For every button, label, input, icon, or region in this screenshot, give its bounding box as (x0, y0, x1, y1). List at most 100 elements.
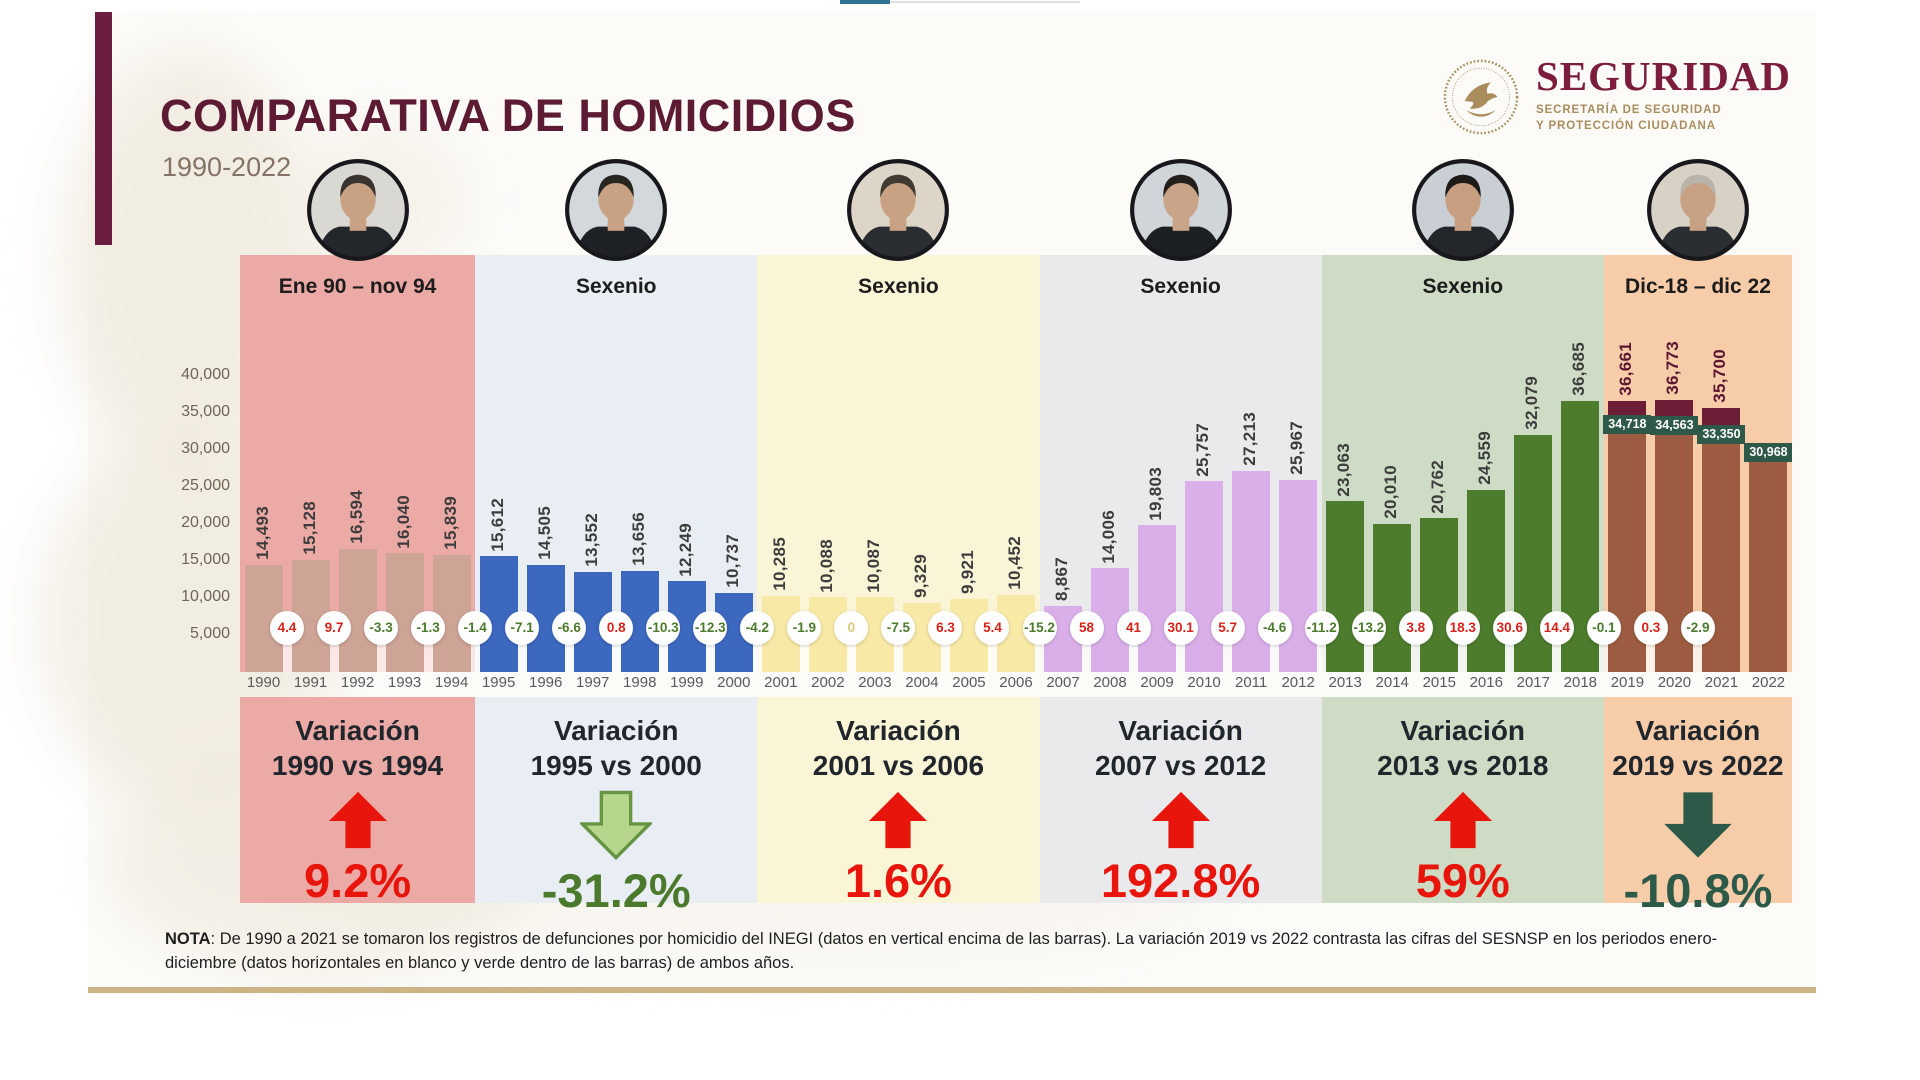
bottom-gold-rule (88, 987, 1816, 993)
yoy-badge-2012: -4.6 (1257, 611, 1292, 645)
yoy-badge-2001: -4.2 (740, 611, 775, 645)
panel-zedillo-period-label: Sexenio (575, 275, 657, 298)
y-tick-25000: 25,000 (181, 477, 230, 494)
yoy-badge-2007: -15.2 (1022, 611, 1057, 645)
year-label-2009: 2009 (1140, 674, 1174, 691)
badge-stem-2000 (705, 643, 715, 672)
variation-panel-amlo: Variación 2019 vs 2022 -10.8% (1603, 697, 1792, 917)
yoy-badge-2008: 58 (1069, 611, 1104, 645)
variation-range-pena-nieto: 2013 vs 2018 (1377, 750, 1549, 781)
yoy-badge-2004: -7.5 (881, 611, 916, 645)
president-photo-zedillo (564, 158, 668, 262)
slide: COMPARATIVA DE HOMICIDIOS 1990-2022 SEGU… (38, 12, 1816, 995)
year-label-2007: 2007 (1046, 674, 1080, 691)
variation-value-salinas: 9.2% (304, 854, 412, 907)
variation-arrow-down-icon-zedillo (578, 789, 655, 861)
variation-range-salinas: 1990 vs 1994 (271, 750, 444, 781)
bar-value-1994: 15,839 (440, 496, 460, 550)
variation-value-amlo: -10.8% (1623, 864, 1773, 917)
bar-value-2002: 10,088 (816, 538, 836, 593)
year-label-2022: 2022 (1751, 674, 1786, 691)
bar-value-1995: 15,612 (487, 497, 507, 552)
year-label-2017: 2017 (1516, 674, 1550, 691)
variation-arrow-up-icon-pena-nieto (1432, 789, 1494, 851)
bar-value-2014: 20,010 (1381, 465, 1401, 519)
year-label-2004: 2004 (905, 674, 939, 691)
badge-stem-2010 (1176, 643, 1186, 672)
yoy-badge-1994: -1.3 (411, 611, 446, 645)
bar-value-1999: 12,249 (675, 522, 695, 577)
badge-stem-1991 (282, 643, 292, 672)
badge-stem-2003 (846, 643, 856, 672)
bar-sesnsp-2022 (1749, 442, 1788, 672)
y-tick-35000: 35,000 (181, 403, 230, 420)
bar-2014 (1373, 523, 1412, 672)
mexico-seal-icon (1440, 56, 1522, 138)
year-label-1994: 1994 (434, 674, 469, 691)
bar-2016 (1467, 490, 1506, 672)
year-label-2021: 2021 (1704, 674, 1739, 691)
year-label-1999: 1999 (670, 674, 704, 691)
bar-inegi-cap-2021 (1702, 407, 1741, 426)
bar-value-1998: 13,656 (628, 512, 648, 566)
bar-value-2009: 19,803 (1146, 466, 1166, 521)
variation-panel-zedillo: Variación 1995 vs 2000 -31.2% (475, 697, 758, 917)
year-label-1998: 1998 (623, 674, 657, 691)
variation-heading-zedillo: Variación (553, 715, 679, 746)
bar-2009 (1138, 525, 1177, 672)
badge-stem-1993 (376, 643, 386, 672)
yoy-badge-1993: -3.3 (364, 611, 399, 645)
badge-stem-1997 (564, 643, 574, 672)
badge-stem-2008 (1082, 643, 1092, 672)
year-label-1993: 1993 (387, 674, 422, 691)
bar-value-2004: 9,329 (910, 553, 930, 598)
variation-value-pena-nieto: 59% (1415, 854, 1510, 907)
president-photo-calderon (1129, 158, 1233, 262)
badge-stem-2020 (1646, 643, 1656, 672)
bar-value-2013: 23,063 (1334, 442, 1354, 497)
year-label-1990: 1990 (246, 674, 281, 691)
yoy-badge-2009: 41 (1116, 611, 1151, 645)
footnote-label: NOTA (165, 930, 211, 948)
bar-value-2005: 9,921 (957, 549, 977, 594)
badge-stem-1998 (611, 643, 621, 672)
variation-panel-pena-nieto: Variación 2013 vs 2018 59% (1321, 697, 1604, 907)
badge-stem-2007 (1035, 643, 1044, 672)
bar-inegi-cap-2019 (1608, 400, 1647, 416)
bar-sesnsp-value-2022: 30,968 (1744, 442, 1793, 462)
variation-range-amlo: 2019 vs 2022 (1612, 750, 1784, 781)
badge-stem-2014 (1364, 643, 1374, 672)
variation-range-fox: 2001 vs 2006 (812, 750, 985, 781)
yoy-badge-1991: 4.4 (270, 611, 305, 645)
year-label-2008: 2008 (1093, 674, 1127, 691)
panel-pena-nieto-period-label: Sexenio (1422, 275, 1504, 298)
logo-subtitle: SECRETARÍA DE SEGURIDAD Y PROTECCIÓN CIU… (1536, 104, 1722, 132)
bar-value-1993: 16,040 (393, 494, 413, 549)
badge-stem-1992 (329, 643, 339, 672)
y-tick-5000: 5,000 (189, 625, 230, 642)
badge-stem-2005 (940, 643, 950, 672)
bar-value-2016: 24,559 (1475, 431, 1495, 486)
bar-sesnsp-value-2021: 33,350 (1697, 425, 1746, 445)
yoy-badge-1995: -1.4 (458, 611, 493, 645)
bar-value-2019: 36,661 (1616, 341, 1636, 396)
badge-stem-2001 (752, 643, 762, 672)
variation-arrow-down-icon-amlo (1662, 789, 1734, 861)
y-tick-30000: 30,000 (181, 440, 230, 457)
yoy-badge-2017: 30.6 (1492, 611, 1527, 645)
year-label-2019: 2019 (1610, 674, 1645, 691)
bar-value-2001: 10,285 (769, 537, 789, 591)
yoy-badge-1998: 0.8 (599, 611, 634, 645)
bar-value-2018: 36,685 (1569, 341, 1589, 396)
variation-heading-fox: Variación (836, 715, 961, 746)
bar-value-2003: 10,087 (863, 538, 883, 593)
yoy-badge-2021: -2.9 (1680, 611, 1715, 645)
panel-calderon-background: Sexenio (1039, 255, 1322, 672)
variation-panel-calderon: Variación 2007 vs 2012 192.8% (1039, 697, 1322, 907)
bar-inegi-cap-2020 (1655, 399, 1694, 417)
yoy-badge-2019: -0.1 (1586, 611, 1621, 645)
footnote-text: : De 1990 a 2021 se tomaron los registro… (165, 930, 1718, 972)
y-tick-15000: 15,000 (181, 551, 230, 568)
yoy-badge-2011: 5.7 (1210, 611, 1245, 645)
year-label-1992: 1992 (340, 674, 375, 691)
